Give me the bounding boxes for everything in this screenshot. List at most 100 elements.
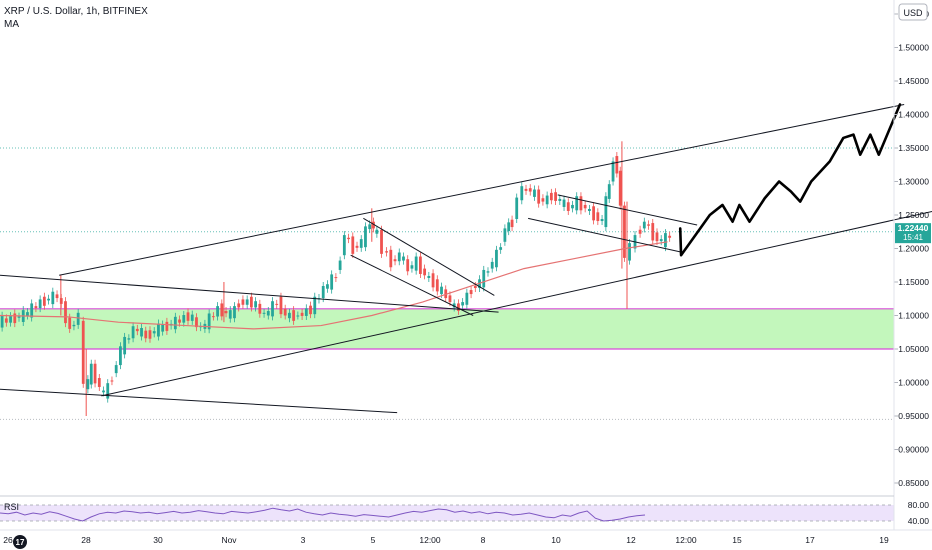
candle-body bbox=[182, 315, 186, 323]
candle-body bbox=[615, 156, 619, 174]
candle-body bbox=[81, 320, 85, 384]
time-tick-label: 19 bbox=[879, 535, 889, 545]
candle-body bbox=[659, 239, 663, 242]
candle-body bbox=[469, 290, 473, 295]
candle-body bbox=[51, 291, 55, 305]
support-zone-layer bbox=[0, 308, 894, 350]
candle-body bbox=[13, 313, 17, 324]
candle-body bbox=[89, 363, 93, 385]
candle-body bbox=[618, 170, 622, 206]
candle-body bbox=[655, 232, 659, 242]
time-tick-label: 17 bbox=[805, 535, 815, 545]
moving-average-layer bbox=[0, 241, 668, 330]
candle-body bbox=[309, 305, 312, 315]
candle-body bbox=[190, 314, 194, 321]
candle-body bbox=[330, 274, 334, 290]
chart-title: XRP / U.S. Dollar, 1h, BITFINEX bbox=[4, 6, 148, 17]
svg-text:17: 17 bbox=[16, 538, 25, 547]
candle-body bbox=[237, 303, 241, 308]
candle-body bbox=[279, 296, 283, 315]
candle-body bbox=[148, 330, 152, 339]
candle-body bbox=[520, 186, 524, 201]
candle-body bbox=[440, 286, 443, 295]
moving-average-line bbox=[0, 241, 668, 330]
candle-body bbox=[503, 228, 507, 242]
candle-body bbox=[161, 324, 165, 332]
candle-body bbox=[510, 219, 514, 228]
rsi-band bbox=[0, 505, 894, 521]
candle-body bbox=[97, 378, 101, 387]
candle-body bbox=[545, 195, 549, 205]
candle-body bbox=[375, 229, 379, 234]
candle-body bbox=[486, 271, 490, 273]
candle-body bbox=[554, 192, 557, 201]
candle-body bbox=[528, 188, 532, 192]
projection-layer bbox=[678, 103, 902, 257]
candle-body bbox=[266, 311, 270, 316]
candle-body bbox=[64, 301, 67, 324]
candle-body bbox=[402, 256, 405, 261]
candle-body bbox=[397, 252, 401, 262]
candle-body bbox=[562, 199, 566, 207]
candle-body bbox=[186, 312, 190, 321]
candle-body bbox=[9, 316, 12, 323]
price-tick-label: 1.35000 bbox=[898, 143, 929, 153]
price-tick-label: 1.25000 bbox=[898, 210, 929, 220]
candle-body bbox=[668, 235, 672, 238]
time-tick-label: Nov bbox=[221, 535, 237, 545]
candle-body bbox=[611, 161, 615, 182]
candle-body bbox=[313, 296, 317, 315]
candle-body bbox=[604, 196, 608, 228]
candle-body bbox=[347, 237, 350, 240]
candle-body bbox=[473, 286, 477, 289]
currency-badge[interactable]: USD bbox=[898, 3, 928, 21]
price-tick-label: 0.95000 bbox=[898, 411, 929, 421]
price-tick-label: 1.30000 bbox=[898, 177, 929, 187]
candle-body bbox=[583, 204, 587, 209]
channel-upper-line bbox=[59, 103, 905, 276]
price-tick-label: 1.15000 bbox=[898, 277, 929, 287]
candle-body bbox=[178, 319, 181, 323]
candle-body bbox=[664, 233, 667, 248]
tradingview-logo-icon[interactable]: 17 bbox=[13, 535, 27, 549]
indicator-label[interactable]: MA bbox=[4, 19, 19, 30]
candle-body bbox=[342, 235, 346, 256]
candle-body bbox=[68, 317, 72, 329]
candle-body bbox=[144, 330, 148, 339]
candle-body bbox=[385, 251, 388, 253]
candle-body bbox=[499, 247, 503, 250]
flag-lower-line-2 bbox=[528, 217, 681, 253]
rsi-tick-label: 40.00 bbox=[908, 516, 930, 526]
rsi-layer: 80.00 40.00 bbox=[0, 500, 929, 526]
candle-body bbox=[245, 299, 249, 305]
rsi-line bbox=[0, 507, 646, 522]
candle-body bbox=[541, 198, 545, 202]
candle-body bbox=[106, 383, 110, 399]
candle-body bbox=[490, 261, 494, 269]
rsi-tick-label: 80.00 bbox=[908, 500, 930, 510]
candle-body bbox=[262, 312, 266, 314]
candle-body bbox=[326, 284, 329, 289]
grid-layer bbox=[0, 147, 894, 420]
price-tick-label: 1.05000 bbox=[898, 344, 929, 354]
candle-body bbox=[380, 229, 383, 254]
candle-body bbox=[482, 269, 486, 288]
candle-body bbox=[334, 277, 338, 279]
flag-upper-line-2 bbox=[557, 194, 698, 226]
candle-body bbox=[418, 256, 422, 274]
price-tick-label: 0.85000 bbox=[898, 478, 929, 488]
candle-body bbox=[119, 346, 122, 366]
candle-body bbox=[38, 299, 42, 309]
candle-body bbox=[355, 245, 359, 248]
candle-body bbox=[86, 379, 90, 390]
candle-body bbox=[271, 301, 274, 317]
candle-body bbox=[283, 308, 287, 316]
downtrend-line-long bbox=[0, 274, 499, 313]
candle-body bbox=[17, 316, 21, 318]
candle-body bbox=[444, 289, 448, 299]
time-tick-label: 8 bbox=[481, 535, 486, 545]
candle-body bbox=[579, 196, 583, 211]
price-tick-label: 1.20000 bbox=[898, 244, 929, 254]
